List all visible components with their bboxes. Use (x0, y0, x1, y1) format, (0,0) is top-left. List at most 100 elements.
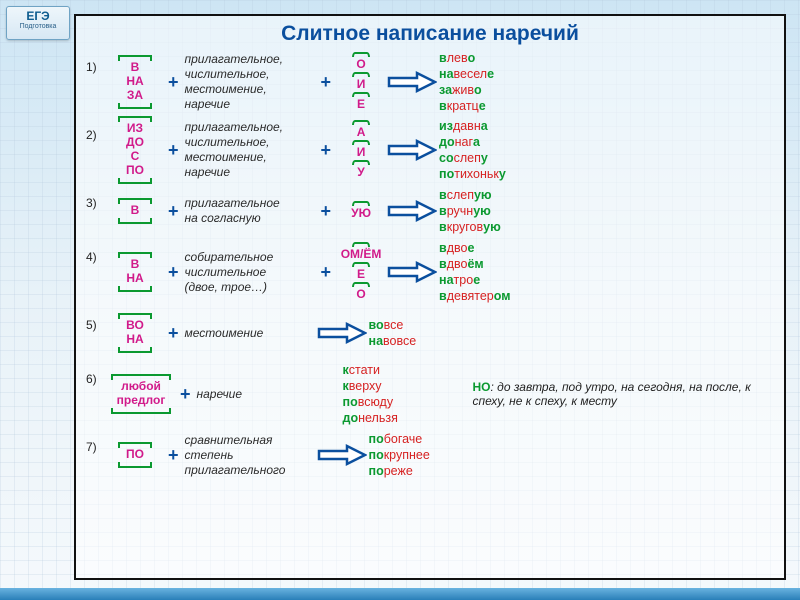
suffix-item: О (356, 288, 365, 302)
arrow-cell (315, 321, 369, 345)
example-word: сослепу (439, 150, 559, 166)
suffix-item: У (357, 166, 364, 180)
suffix-item: УЮ (351, 207, 371, 221)
middle-desc: прилагательное,числительное,местоимение,… (185, 120, 315, 180)
suffix-item: Е (357, 268, 365, 282)
example-word: издавна (439, 118, 559, 134)
badge-subtitle: Подготовка (7, 23, 69, 30)
plus-icon: + (162, 140, 185, 161)
rule-number: 5) (86, 306, 108, 332)
arrow-icon (317, 321, 367, 345)
example-word: вслепую (439, 187, 559, 203)
prefix-item: предлог (117, 394, 166, 408)
example-word: пореже (369, 463, 489, 479)
example-word: вдвоём (439, 256, 559, 272)
example-word: навеселе (439, 66, 559, 82)
example-word: вдевятером (439, 288, 559, 304)
plus-icon: + (162, 72, 185, 93)
page-title: Слитное написание наречий (86, 22, 774, 46)
example-word: покрупнее (369, 447, 489, 463)
footer-bar (0, 588, 800, 600)
suffix-column: ОМ/ЁМЕО (337, 242, 385, 301)
prefix-item: ЗА (127, 89, 143, 103)
prefix-item: С (131, 150, 140, 164)
rule-row: 7) ПО +сравнительнаястепеньприлагательного… (86, 428, 774, 482)
exception-note: НО: до завтра, под утро, на сегодня, на … (473, 380, 753, 408)
rule-row: 3)В+прилагательноена согласную+УЮ вслепу… (86, 184, 774, 238)
example-word: повсюду (343, 394, 463, 410)
prefix-item: В (131, 61, 140, 75)
examples-column: побогачепокрупнеепореже (369, 431, 489, 480)
example-word: вдвое (439, 240, 559, 256)
prefix-column: ВНАЗА (108, 55, 162, 108)
rule-row: 5)ВОНА+местоимение вовсенавовсе (86, 306, 774, 360)
example-word: потихоньку (439, 166, 559, 182)
example-word: вручную (439, 203, 559, 219)
rule-row: 2)ИЗДОСПО+прилагательное,числительное,ме… (86, 116, 774, 184)
examples-column: вовсенавовсе (369, 317, 489, 350)
rules-list: 1)ВНАЗА+прилагательное,числительное,мест… (86, 48, 774, 482)
rule-row: 4)ВНА+собирательноечислительное(двое, тр… (86, 238, 774, 306)
middle-desc: прилагательноена согласную (185, 196, 315, 226)
arrow-cell (385, 260, 439, 284)
prefix-column: ПО (108, 442, 162, 468)
plus-icon: + (162, 445, 185, 466)
arrow-icon (387, 70, 437, 94)
example-word: донага (439, 134, 559, 150)
middle-desc: прилагательное,числительное,местоимение,… (185, 52, 315, 112)
prefix-column: В (108, 198, 162, 224)
prefix-item: НА (126, 75, 143, 89)
plus-icon: + (162, 323, 185, 344)
suffix-column: ОИЕ (337, 52, 385, 111)
examples-column: вдвоевдвоёмнатроевдевятером (439, 240, 559, 305)
prefix-item: любой (121, 380, 161, 394)
ege-badge: ЕГЭ Подготовка (6, 6, 70, 40)
rule-number: 6) (86, 360, 108, 386)
example-word: побогаче (369, 431, 489, 447)
arrow-icon (387, 260, 437, 284)
middle-desc: сравнительнаястепеньприлагательного (185, 433, 315, 478)
prefix-item: ИЗ (127, 122, 143, 136)
rule-number: 3) (86, 184, 108, 210)
example-word: заживо (439, 82, 559, 98)
prefix-column: ВНА (108, 252, 162, 292)
arrow-cell (385, 138, 439, 162)
prefix-item: ПО (126, 448, 144, 462)
example-word: донельзя (343, 410, 463, 426)
rule-number: 2) (86, 116, 108, 142)
suffix-item: А (357, 126, 366, 140)
arrow-icon (317, 443, 367, 467)
suffix-item: Е (357, 98, 365, 112)
prefix-item: НА (126, 272, 143, 286)
rule-number: 1) (86, 48, 108, 74)
example-word: вовсе (369, 317, 489, 333)
example-word: вкруговую (439, 219, 559, 235)
suffix-item: И (357, 146, 366, 160)
prefix-item: ВО (126, 319, 144, 333)
plus-icon: + (315, 201, 338, 222)
arrow-cell (315, 443, 369, 467)
plus-icon: + (315, 72, 338, 93)
rule-number: 4) (86, 238, 108, 264)
example-word: навовсе (369, 333, 489, 349)
examples-column: вслепуювручнуювкруговую (439, 187, 559, 236)
suffix-item: О (356, 58, 365, 72)
examples-column: издавнадонагасослепупотихоньку (439, 118, 559, 183)
prefix-column: ИЗДОСПО (108, 116, 162, 183)
plus-icon: + (315, 140, 338, 161)
prefix-column: ВОНА (108, 313, 162, 353)
middle-desc: собирательноечислительное(двое, трое…) (185, 250, 315, 295)
rule-number: 7) (86, 428, 108, 454)
example-word: кверху (343, 378, 463, 394)
arrow-icon (387, 138, 437, 162)
plus-icon: + (162, 201, 185, 222)
rule-row: 1)ВНАЗА+прилагательное,числительное,мест… (86, 48, 774, 116)
example-word: вкратце (439, 98, 559, 114)
suffix-column: УЮ (337, 201, 385, 221)
example-word: натрое (439, 272, 559, 288)
suffix-item: И (357, 78, 366, 92)
prefix-item: ДО (126, 136, 144, 150)
rule-row: 6)любойпредлог+наречиекстатикверхуповсюд… (86, 360, 774, 428)
middle-desc: местоимение (185, 326, 315, 341)
plus-icon: + (162, 262, 185, 283)
